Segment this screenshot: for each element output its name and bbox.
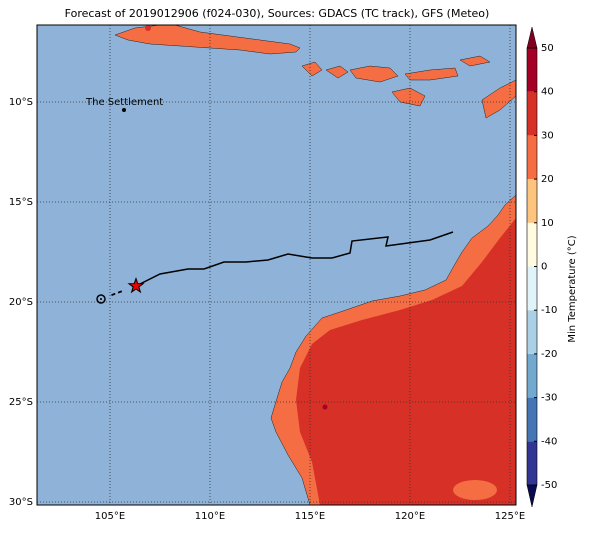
storm-position <box>127 276 145 294</box>
colorbar-segment <box>527 222 537 267</box>
x-tick-label: 105°E <box>95 511 125 522</box>
colorbar-segment <box>527 397 537 442</box>
colorbar-segment <box>527 266 537 311</box>
colorbar-segment <box>527 353 537 398</box>
colorbar-segment <box>527 310 537 354</box>
place-label: The Settlement <box>85 97 163 108</box>
y-tick-label: 15°S <box>9 197 33 208</box>
x-tick-label: 120°E <box>395 511 425 522</box>
y-tick-label: 20°S <box>9 297 33 308</box>
colorbar-segment <box>527 441 537 485</box>
colorbar-segment <box>527 91 537 136</box>
land <box>114 24 517 506</box>
colorbar-tick-label: -10 <box>541 305 557 316</box>
colorbar-tick-label: 10 <box>541 218 554 229</box>
origin-marker <box>96 294 106 304</box>
track-dashed <box>111 290 123 296</box>
colorbar-segment <box>527 48 537 92</box>
map-title: Forecast of 2019012906 (f024-030), Sourc… <box>65 7 490 20</box>
origin-dot <box>100 298 102 300</box>
colorbar-extend-bottom <box>526 484 538 508</box>
x-tick-label: 125°E <box>495 511 525 522</box>
colorbar-extend-top <box>526 26 538 49</box>
colorbar-segment <box>527 135 537 180</box>
colorbar-tick-label: -50 <box>541 480 557 491</box>
colorbar-tick-label: 50 <box>541 43 554 54</box>
y-tick-label: 25°S <box>9 397 33 408</box>
x-tick-label: 115°E <box>295 511 325 522</box>
colorbar-tick-label: 40 <box>541 87 554 98</box>
colorbar-tick-label: -40 <box>541 436 557 447</box>
colorbar-tick-label: 0 <box>541 262 547 273</box>
place-marker <box>122 108 126 112</box>
x-tick-label: 110°E <box>195 511 225 522</box>
colorbar-tick-label: -30 <box>541 393 557 404</box>
colorbar-tick-label: 30 <box>541 130 554 141</box>
colorbar-tick-label: 20 <box>541 174 554 185</box>
storm-track <box>135 231 454 287</box>
map-frame <box>36 24 517 506</box>
y-tick-label: 30°S <box>9 497 33 508</box>
colorbar-tick-label: -20 <box>541 349 557 360</box>
colorbar-label: Min Temperature (°C) <box>567 235 578 342</box>
colorbar-segment <box>527 179 537 223</box>
y-tick-label: 10°S <box>9 97 33 108</box>
